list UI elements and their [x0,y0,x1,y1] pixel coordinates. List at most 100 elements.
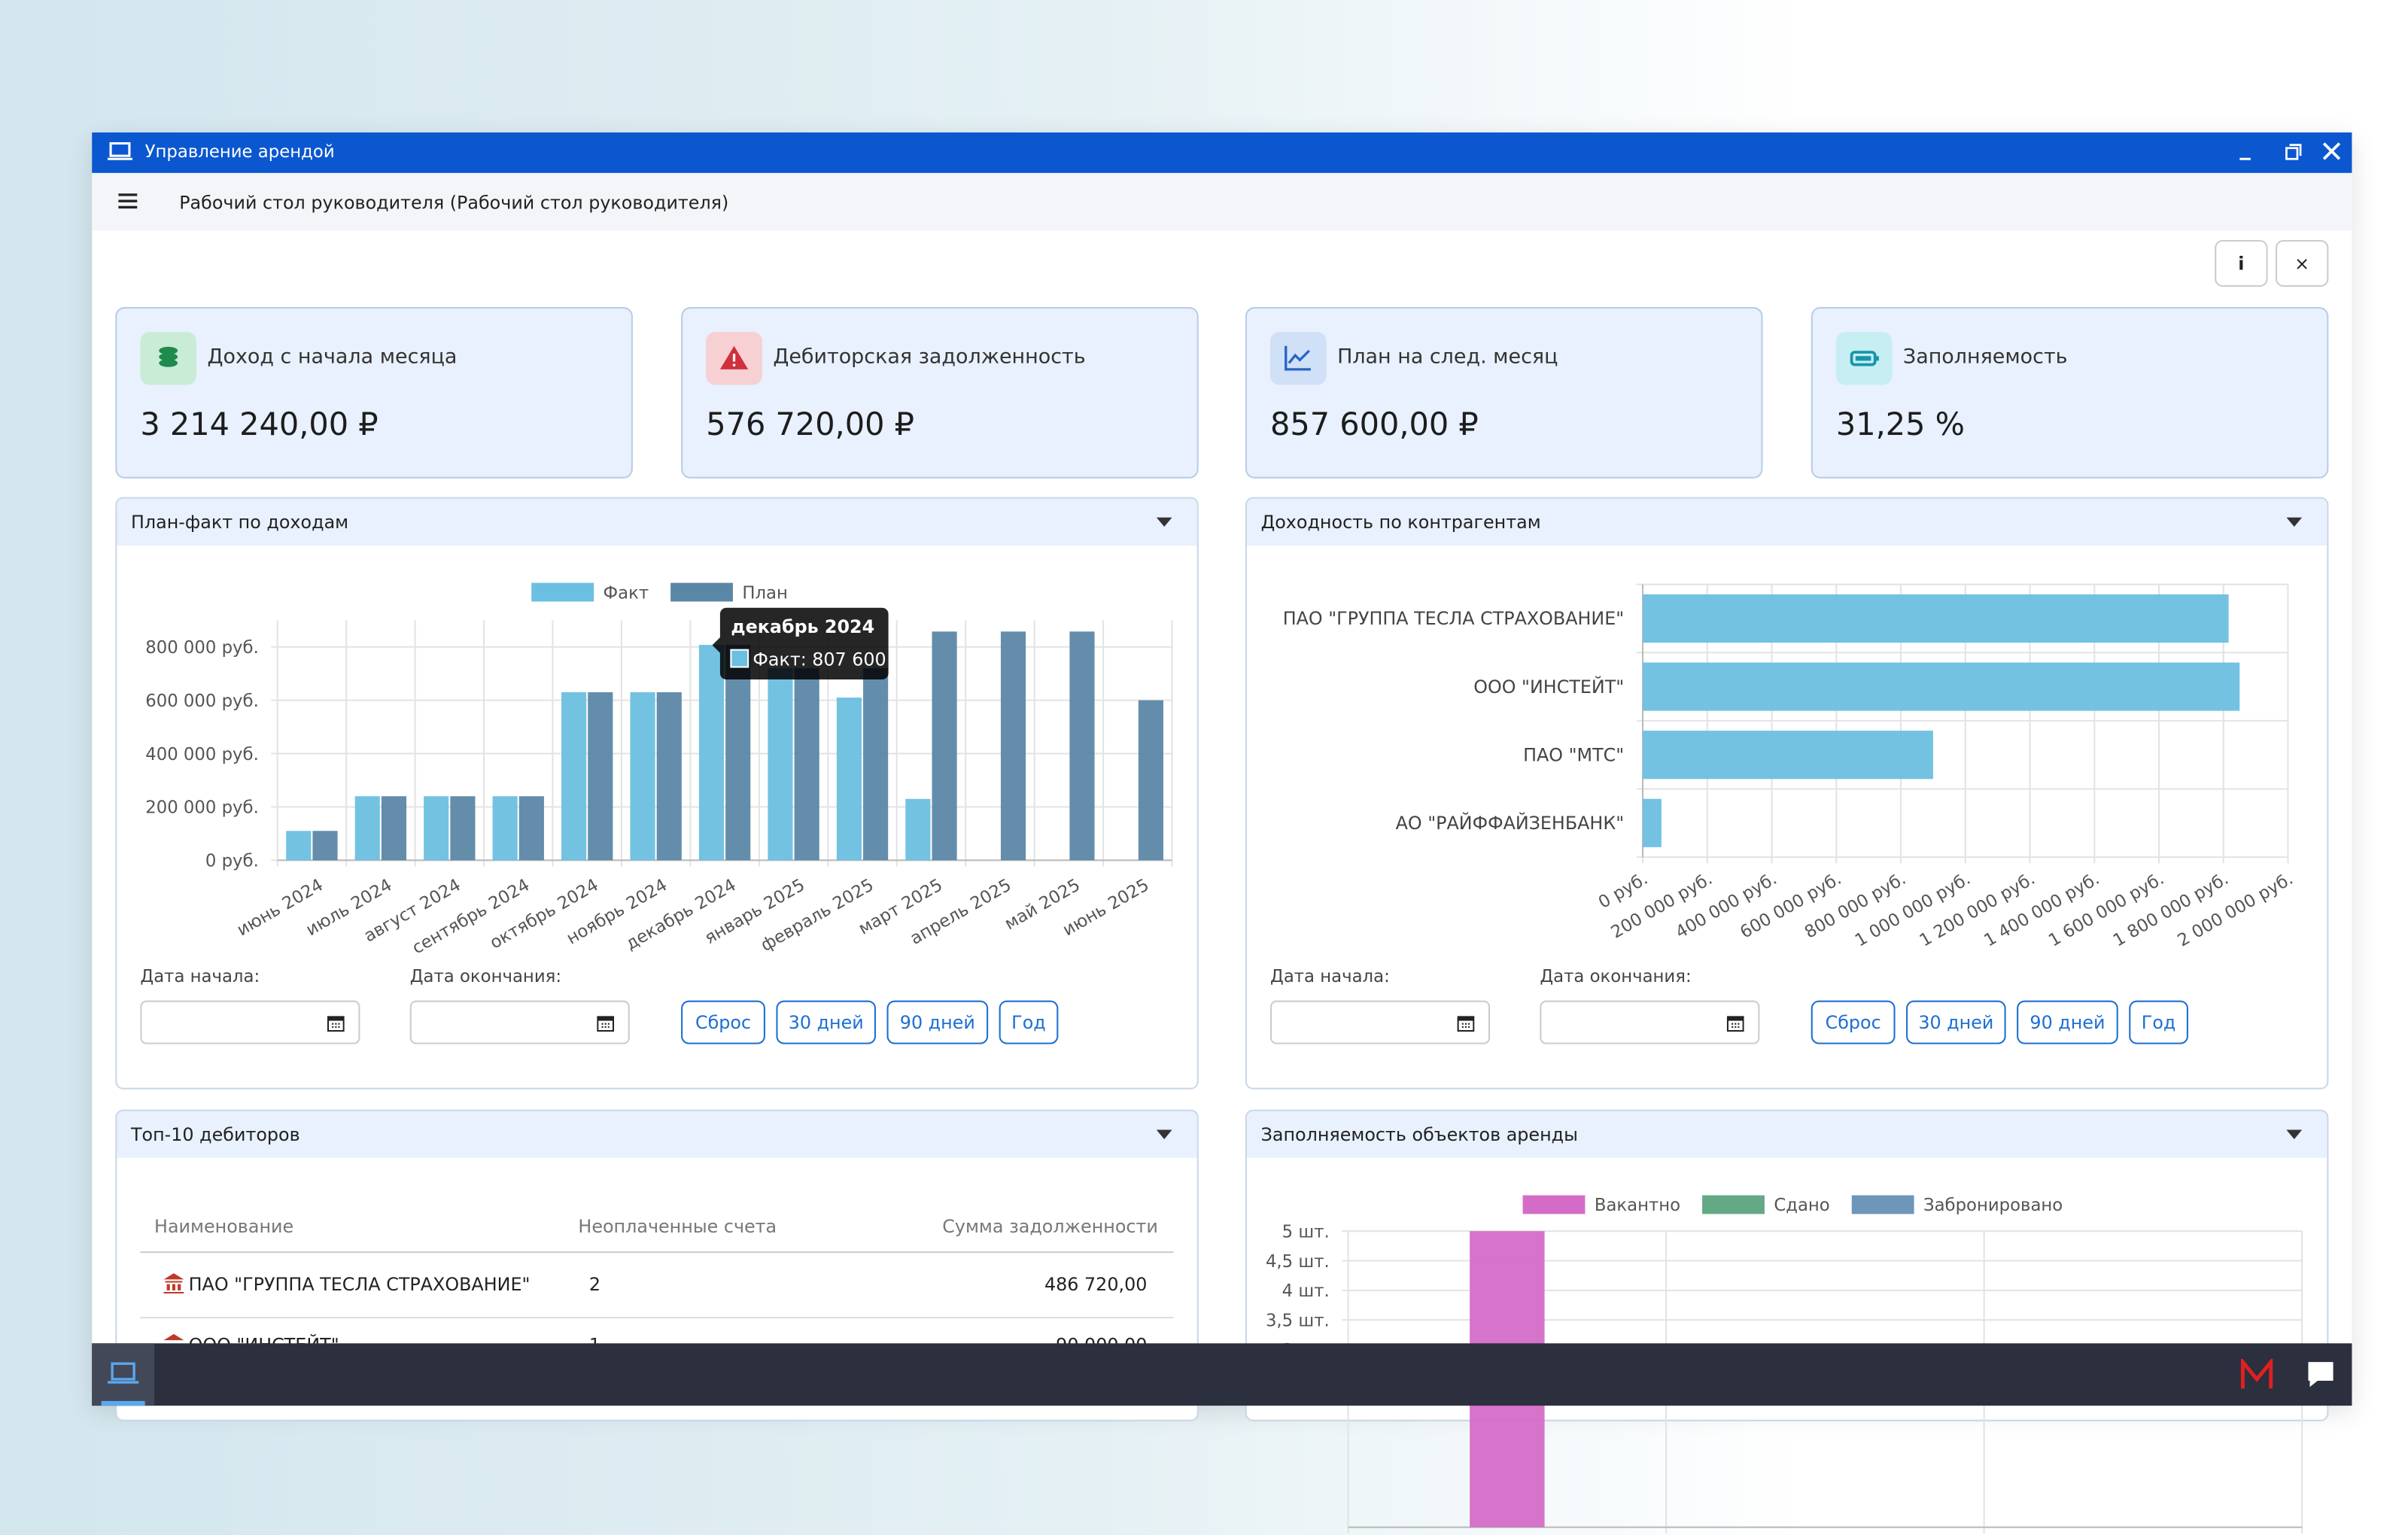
date-input[interactable] [140,1000,360,1044]
panel-title: Доходность по контрагентам [1260,511,1541,533]
legend-label: Забронировано [1923,1196,2063,1215]
panel-header[interactable]: Топ-10 дебиторов [117,1111,1197,1158]
date-input[interactable] [1540,1000,1760,1044]
legend-swatch [531,582,594,602]
x-tick-label: 1 600 000 руб. [2045,869,2167,951]
row-divider [140,1251,1174,1254]
y-tick-label: ООО "ИНСТЕЙТ" [1473,676,1624,698]
collapse-icon[interactable] [1156,1129,1172,1139]
range-button[interactable]: Год [2129,1000,2188,1044]
app-icon [107,141,133,160]
y-tick-label: АО "РАЙФФАЙЗЕНБАНК" [1396,813,1625,834]
stat-card: Дебиторская задолженность 576 720,00 ₽ [681,307,1199,479]
bar [518,796,544,861]
collapse-icon[interactable] [2286,517,2303,527]
y-tick-label: 4 шт. [1282,1281,1330,1301]
x-tick-label: сентябрь 2024 [409,875,533,958]
bar [286,831,312,861]
legend-swatch [1702,1195,1765,1214]
y-tick-label: 4,5 шт. [1266,1252,1330,1272]
bar [561,692,587,861]
bar [1069,631,1095,861]
active-indicator [101,1400,145,1406]
info-button[interactable]: i [2215,239,2268,287]
panel-title: Топ-10 дебиторов [130,1123,300,1146]
legend-swatch [1851,1195,1914,1214]
bar [381,796,407,861]
bar [768,668,793,861]
date-input[interactable] [409,1000,630,1044]
cell: 2 [588,1273,601,1296]
range-button[interactable]: Год [999,1000,1059,1044]
bank-icon [163,1273,184,1294]
y-tick-label: 400 000 руб. [145,745,259,764]
bank-icon [163,1333,184,1341]
taskbar [92,1343,2352,1406]
y-tick-label: 0 руб. [205,852,259,871]
column-header: Сумма задолженности [942,1215,1158,1238]
bar [1000,631,1026,861]
icon [1285,345,1311,371]
panel-header[interactable]: Доходность по контрагентам [1246,498,2327,546]
x-tick-label: 1 800 000 руб. [2110,869,2232,951]
window-title: Управление арендой [144,141,335,163]
filter-label: Дата начала: [140,966,260,987]
y-tick-label: 200 000 руб. [145,798,259,818]
icon [1850,351,1879,366]
card-title: Доход с начала месяца [207,345,458,369]
collapse-icon[interactable] [1156,517,1172,527]
panel-header[interactable]: Заполняемость объектов аренды [1246,1111,2327,1158]
range-button[interactable]: 30 дней [776,1000,877,1044]
range-button[interactable]: Сброс [1811,1000,1896,1044]
calendar-icon [597,1016,615,1032]
panel-title: Заполняемость объектов аренды [1260,1123,1578,1146]
chat-icon[interactable] [2305,1359,2336,1390]
card-icon [706,332,762,385]
legend-label: Вакантно [1595,1196,1680,1215]
bar [450,796,476,861]
card-value: 31,25 % [1835,405,1966,443]
taskbar-app[interactable] [92,1343,155,1406]
x-tick-label: февраль 2025 [758,875,877,956]
bar [1643,594,2229,643]
bar [630,692,655,861]
legend-swatch [670,582,733,602]
bar [588,692,613,861]
close-button[interactable]: × [2275,239,2329,287]
bar [725,645,751,861]
card-icon [1270,332,1327,385]
range-button[interactable]: 30 дней [1906,1000,2006,1044]
range-button[interactable]: Сброс [681,1000,765,1044]
tooltip-swatch [730,649,749,668]
collapse-icon[interactable] [2286,1129,2303,1139]
bar [1138,700,1163,861]
legend-label: Факт [604,583,649,603]
bar [794,668,819,861]
window-controls[interactable] [2230,141,2343,163]
tooltip: декабрь 2024 Факт: 807 600 [712,607,889,679]
y-tick-label: 3,5 шт. [1266,1312,1330,1331]
panel-title: План-факт по доходам [130,511,349,533]
column-header: Наименование [154,1215,294,1238]
stat-card: Заполняемость 31,25 % [1811,307,2329,479]
panel-header[interactable]: План-факт по доходам [117,498,1197,546]
y-tick-label: ПАО "МТС" [1523,744,1624,765]
bar [424,796,449,861]
filter-label: Дата окончания: [1540,966,1692,987]
bar [1643,731,1933,780]
range-button[interactable]: 90 дней [886,1000,989,1044]
stat-card: Доход с начала месяца 3 214 240,00 ₽ [115,307,633,479]
stat-card: План на след. месяц 857 600,00 ₽ [1245,307,1763,479]
card-title: Дебиторская задолженность [773,345,1086,369]
bar [492,796,518,861]
calendar-icon [327,1016,345,1032]
app-icon [107,1362,139,1384]
y-tick-label: 5 шт. [1282,1222,1330,1242]
range-button[interactable]: 90 дней [2017,1000,2118,1044]
date-input[interactable] [1270,1000,1491,1044]
y-tick-label: 800 000 руб. [145,638,259,658]
header-bar: Рабочий стол руководителя (Рабочий стол … [92,172,2352,231]
menu-icon[interactable] [117,192,138,211]
